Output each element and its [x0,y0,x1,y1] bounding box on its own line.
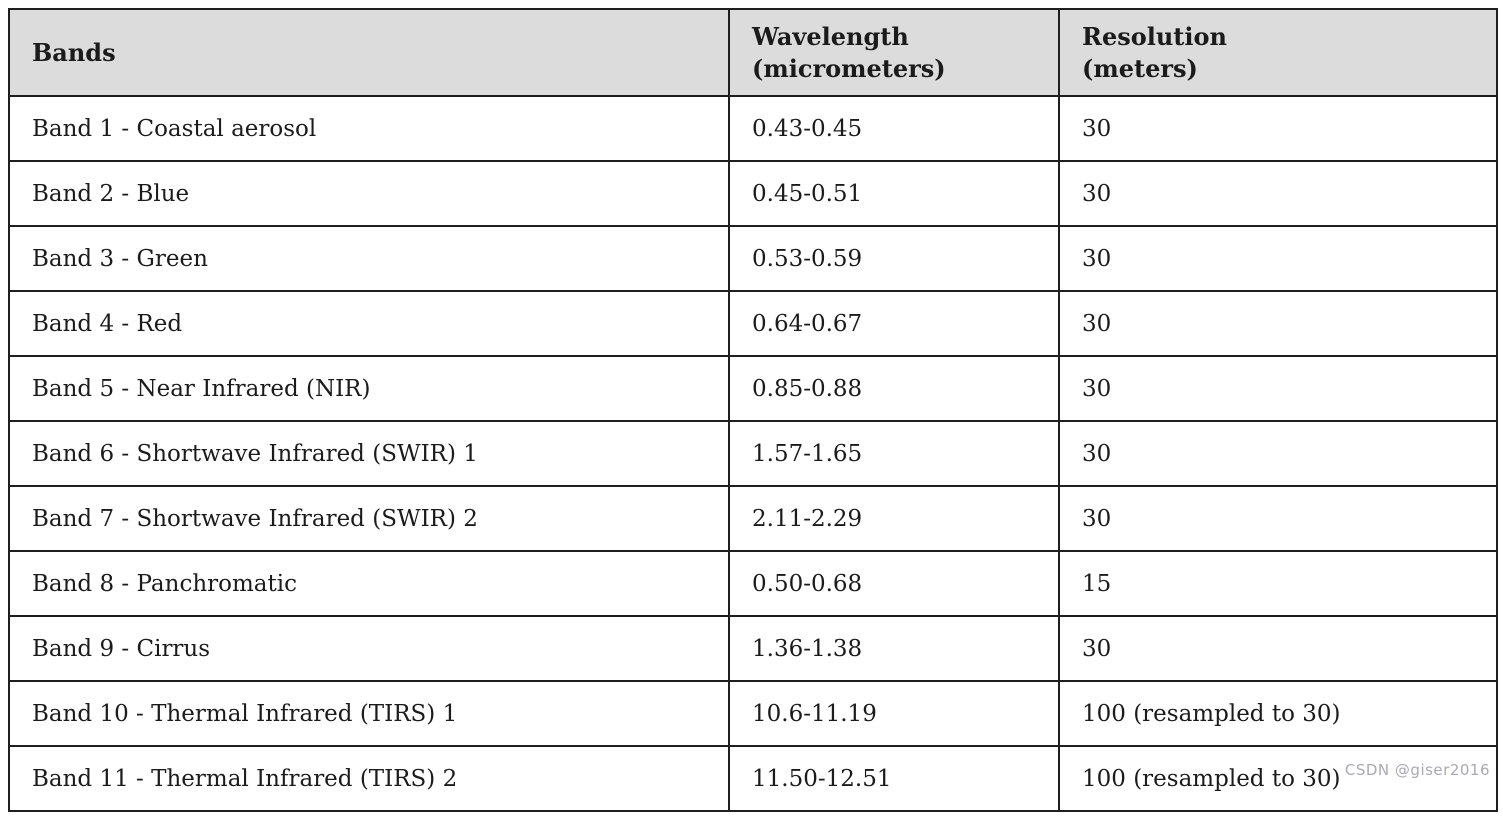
cell-band: Band 1 - Coastal aerosol [8,95,730,162]
cell-resolution: 30 [1058,420,1498,487]
cell-wavelength: 11.50-12.51 [728,745,1060,812]
header-bands-label: Bands [32,37,116,67]
cell-wavelength: 0.53-0.59 [728,225,1060,292]
cell-band: Band 8 - Panchromatic [8,550,730,617]
cell-resolution: 30 [1058,355,1498,422]
cell-resolution: 100 (resampled to 30) [1058,680,1498,747]
table-row: Band 1 - Coastal aerosol 0.43-0.45 30 [8,95,1498,162]
table-row: Band 4 - Red 0.64-0.67 30 [8,290,1498,357]
cell-resolution: 30 [1058,95,1498,162]
bands-table: Bands Wavelength (micrometers) Resolutio… [8,8,1498,812]
cell-wavelength: 0.43-0.45 [728,95,1060,162]
cell-band: Band 7 - Shortwave Infrared (SWIR) 2 [8,485,730,552]
table-row: Band 2 - Blue 0.45-0.51 30 [8,160,1498,227]
header-resolution-sublabel: (meters) [1082,53,1198,83]
cell-resolution: 30 [1058,485,1498,552]
cell-band: Band 11 - Thermal Infrared (TIRS) 2 [8,745,730,812]
header-resolution: Resolution (meters) [1058,8,1498,97]
table-row: Band 6 - Shortwave Infrared (SWIR) 1 1.5… [8,420,1498,487]
cell-resolution: 30 [1058,290,1498,357]
cell-resolution: 30 [1058,160,1498,227]
cell-resolution: 15 [1058,550,1498,617]
header-wavelength-label: Wavelength [752,21,909,51]
cell-band: Band 4 - Red [8,290,730,357]
table-row: Band 11 - Thermal Infrared (TIRS) 2 11.5… [8,745,1498,812]
cell-resolution: 30 [1058,615,1498,682]
cell-wavelength: 1.36-1.38 [728,615,1060,682]
csdn-watermark: CSDN @giser2016 [1344,761,1490,779]
header-wavelength: Wavelength (micrometers) [728,8,1060,97]
header-wavelength-sublabel: (micrometers) [752,53,946,83]
table-row: Band 3 - Green 0.53-0.59 30 [8,225,1498,292]
cell-resolution: 100 (resampled to 30) [1058,745,1498,812]
table-row: Band 5 - Near Infrared (NIR) 0.85-0.88 3… [8,355,1498,422]
cell-wavelength: 1.57-1.65 [728,420,1060,487]
cell-wavelength: 0.50-0.68 [728,550,1060,617]
header-bands: Bands [8,8,730,97]
header-resolution-label: Resolution [1082,21,1227,51]
cell-band: Band 10 - Thermal Infrared (TIRS) 1 [8,680,730,747]
cell-wavelength: 2.11-2.29 [728,485,1060,552]
cell-resolution: 30 [1058,225,1498,292]
header-row: Bands Wavelength (micrometers) Resolutio… [8,8,1498,97]
cell-wavelength: 0.85-0.88 [728,355,1060,422]
table-row: Band 8 - Panchromatic 0.50-0.68 15 [8,550,1498,617]
table-row: Band 9 - Cirrus 1.36-1.38 30 [8,615,1498,682]
cell-band: Band 2 - Blue [8,160,730,227]
cell-band: Band 3 - Green [8,225,730,292]
cell-band: Band 5 - Near Infrared (NIR) [8,355,730,422]
table-row: Band 10 - Thermal Infrared (TIRS) 1 10.6… [8,680,1498,747]
cell-wavelength: 10.6-11.19 [728,680,1060,747]
cell-wavelength: 0.64-0.67 [728,290,1060,357]
cell-band: Band 6 - Shortwave Infrared (SWIR) 1 [8,420,730,487]
cell-wavelength: 0.45-0.51 [728,160,1060,227]
table-row: Band 7 - Shortwave Infrared (SWIR) 2 2.1… [8,485,1498,552]
cell-band: Band 9 - Cirrus [8,615,730,682]
